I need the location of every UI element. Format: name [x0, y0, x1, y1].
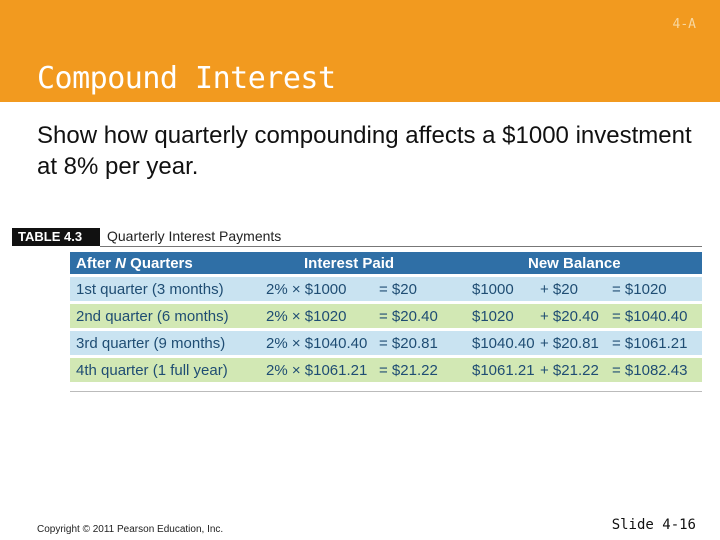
- cell-added: + $20: [540, 277, 612, 301]
- cell-period: 1st quarter (3 months): [70, 277, 266, 301]
- cell-interest: = $20.81: [379, 331, 472, 355]
- table-bottom-divider: [70, 391, 702, 392]
- copyright-notice: Copyright © 2011 Pearson Education, Inc.: [37, 524, 224, 535]
- table-row: 2nd quarter (6 months) 2% × $1020 = $20.…: [70, 304, 702, 328]
- cell-prior-balance: $1061.21: [472, 358, 540, 382]
- cell-added: + $20.40: [540, 304, 612, 328]
- cell-rate: 2% × $1061.21: [266, 358, 379, 382]
- table-header-row: After N Quarters Interest Paid New Balan…: [70, 252, 702, 274]
- header-new-balance: New Balance: [472, 252, 702, 274]
- slide-title: Compound Interest: [37, 61, 336, 96]
- cell-added: + $20.81: [540, 331, 612, 355]
- cell-prior-balance: $1040.40: [472, 331, 540, 355]
- cell-interest: = $20: [379, 277, 472, 301]
- cell-rate: 2% × $1040.40: [266, 331, 379, 355]
- cell-prior-balance: $1000: [472, 277, 540, 301]
- cell-rate: 2% × $1000: [266, 277, 379, 301]
- table-row: 1st quarter (3 months) 2% × $1000 = $20 …: [70, 277, 702, 301]
- cell-period: 3rd quarter (9 months): [70, 331, 266, 355]
- slide-header: 4-A Compound Interest: [0, 0, 720, 102]
- cell-interest: = $21.22: [379, 358, 472, 382]
- table-caption: Quarterly Interest Payments: [107, 228, 282, 244]
- header-interest-paid: Interest Paid: [266, 252, 472, 274]
- table-row: 4th quarter (1 full year) 2% × $1061.21 …: [70, 358, 702, 382]
- cell-new-balance: = $1082.43: [612, 358, 702, 382]
- cell-interest: = $20.40: [379, 304, 472, 328]
- header-after-quarters: After N Quarters: [70, 252, 266, 274]
- cell-new-balance: = $1020: [612, 277, 702, 301]
- slide-number: Slide 4-16: [611, 517, 696, 533]
- cell-period: 2nd quarter (6 months): [70, 304, 266, 328]
- cell-rate: 2% × $1020: [266, 304, 379, 328]
- caption-divider: [100, 246, 702, 247]
- body-text: Show how quarterly compounding affects a…: [37, 122, 692, 180]
- interest-table: After N Quarters Interest Paid New Balan…: [70, 249, 702, 385]
- table-tag: TABLE 4.3: [12, 228, 100, 246]
- cell-added: + $21.22: [540, 358, 612, 382]
- interest-table-wrapper: After N Quarters Interest Paid New Balan…: [70, 249, 702, 385]
- section-tag: 4-A: [672, 17, 696, 32]
- cell-prior-balance: $1020: [472, 304, 540, 328]
- cell-new-balance: = $1040.40: [612, 304, 702, 328]
- table-row: 3rd quarter (9 months) 2% × $1040.40 = $…: [70, 331, 702, 355]
- cell-period: 4th quarter (1 full year): [70, 358, 266, 382]
- cell-new-balance: = $1061.21: [612, 331, 702, 355]
